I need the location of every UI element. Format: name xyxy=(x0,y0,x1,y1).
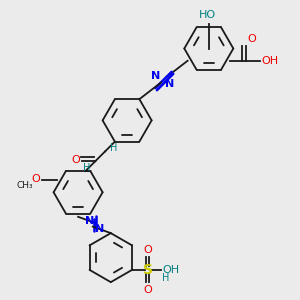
Text: OH: OH xyxy=(261,56,278,66)
Text: O: O xyxy=(32,174,40,184)
Text: O: O xyxy=(143,285,152,295)
Text: H: H xyxy=(110,142,117,152)
Text: CH₃: CH₃ xyxy=(16,182,33,190)
Text: OH: OH xyxy=(162,265,179,275)
Text: S: S xyxy=(143,263,153,277)
Text: N: N xyxy=(151,71,160,81)
Text: H: H xyxy=(162,273,169,283)
Text: N: N xyxy=(165,79,175,89)
Text: HO: HO xyxy=(199,10,216,20)
Text: O: O xyxy=(143,245,152,255)
Text: N: N xyxy=(85,216,94,226)
Text: N: N xyxy=(95,224,104,234)
Text: O: O xyxy=(248,34,256,44)
Text: O: O xyxy=(71,154,80,165)
Text: H: H xyxy=(83,163,91,173)
